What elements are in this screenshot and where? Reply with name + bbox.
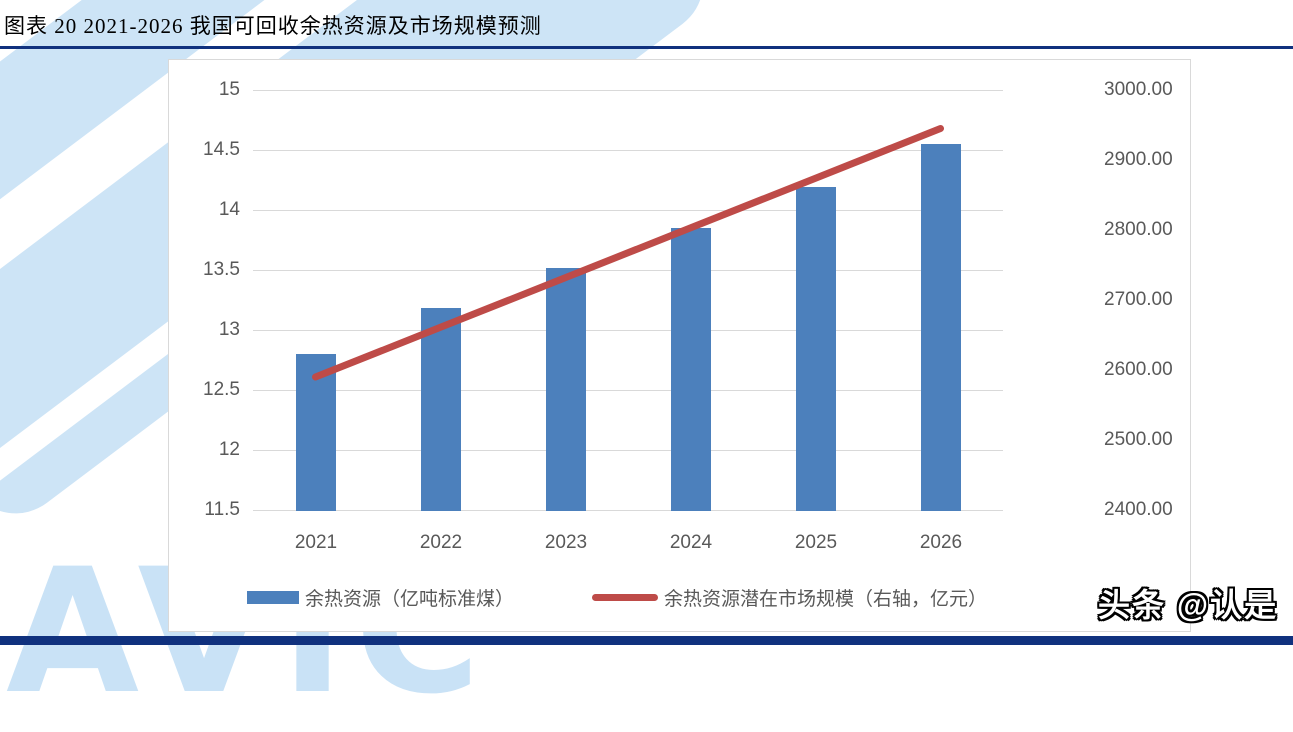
chart-panel: 11.5 12 12.5 13 13.5 14 14.5 15 2400.00 2500.00 26… [168, 59, 1191, 632]
bar-2024 [671, 228, 711, 511]
right-axis-tick-label: 2900.00 [1104, 149, 1173, 170]
left-axis-tick-label: 12.5 [203, 379, 240, 400]
gridline [253, 390, 1003, 391]
x-axis-tick-label: 2021 [294, 532, 338, 553]
left-axis-tick-label: 11.5 [204, 499, 240, 520]
x-axis-tick-label: 2023 [544, 532, 588, 553]
gridline [253, 330, 1003, 331]
title-underline [0, 46, 1293, 49]
gridline [253, 150, 1003, 151]
left-axis-tick-label: 15 [218, 79, 240, 100]
left-axis-tick-label: 13 [218, 319, 240, 340]
left-axis-tick-label: 14.5 [203, 139, 240, 160]
right-axis-tick-label: 2500.00 [1104, 429, 1173, 450]
bar-2025 [796, 187, 836, 511]
figure-title: 图表 20 2021-2026 我国可回收余热资源及市场规模预测 [4, 14, 542, 38]
x-axis-tick-label: 2024 [669, 532, 713, 553]
x-axis-tick-label: 2022 [419, 532, 463, 553]
legend-item-line: 余热资源潜在市场规模（右轴，亿元） [592, 584, 987, 610]
legend-line-swatch [592, 593, 658, 601]
right-axis-tick-label: 2800.00 [1104, 219, 1173, 240]
legend-bar-swatch [247, 590, 299, 604]
bar-2022 [421, 308, 461, 511]
gridline [253, 450, 1003, 451]
legend-item-bars: 余热资源（亿吨标准煤） [247, 584, 514, 610]
market-size-line [312, 125, 944, 381]
gridline [253, 210, 1003, 211]
bar-2026 [921, 144, 961, 511]
right-axis-tick-label: 2700.00 [1104, 289, 1173, 310]
legend-label: 余热资源（亿吨标准煤） [305, 588, 515, 610]
right-axis-tick-label: 2400.00 [1104, 499, 1173, 520]
toutiao-brand-watermark: 头条 @认是 [1098, 587, 1279, 623]
right-axis-tick-label: 3000.00 [1104, 79, 1173, 100]
left-axis-tick-label: 12 [218, 439, 240, 460]
page-bottom-rule [0, 636, 1293, 645]
x-axis-tick-label: 2026 [919, 532, 963, 553]
gridline [253, 510, 1003, 511]
left-axis-tick-label: 13.5 [203, 259, 240, 280]
gridline [253, 270, 1003, 271]
gridline [253, 90, 1003, 91]
legend-label: 余热资源潜在市场规模（右轴，亿元） [664, 588, 988, 610]
left-axis-tick-label: 14 [218, 199, 240, 220]
bar-2023 [546, 268, 586, 511]
right-axis-tick-label: 2600.00 [1104, 359, 1173, 380]
x-axis-tick-label: 2025 [794, 532, 838, 553]
